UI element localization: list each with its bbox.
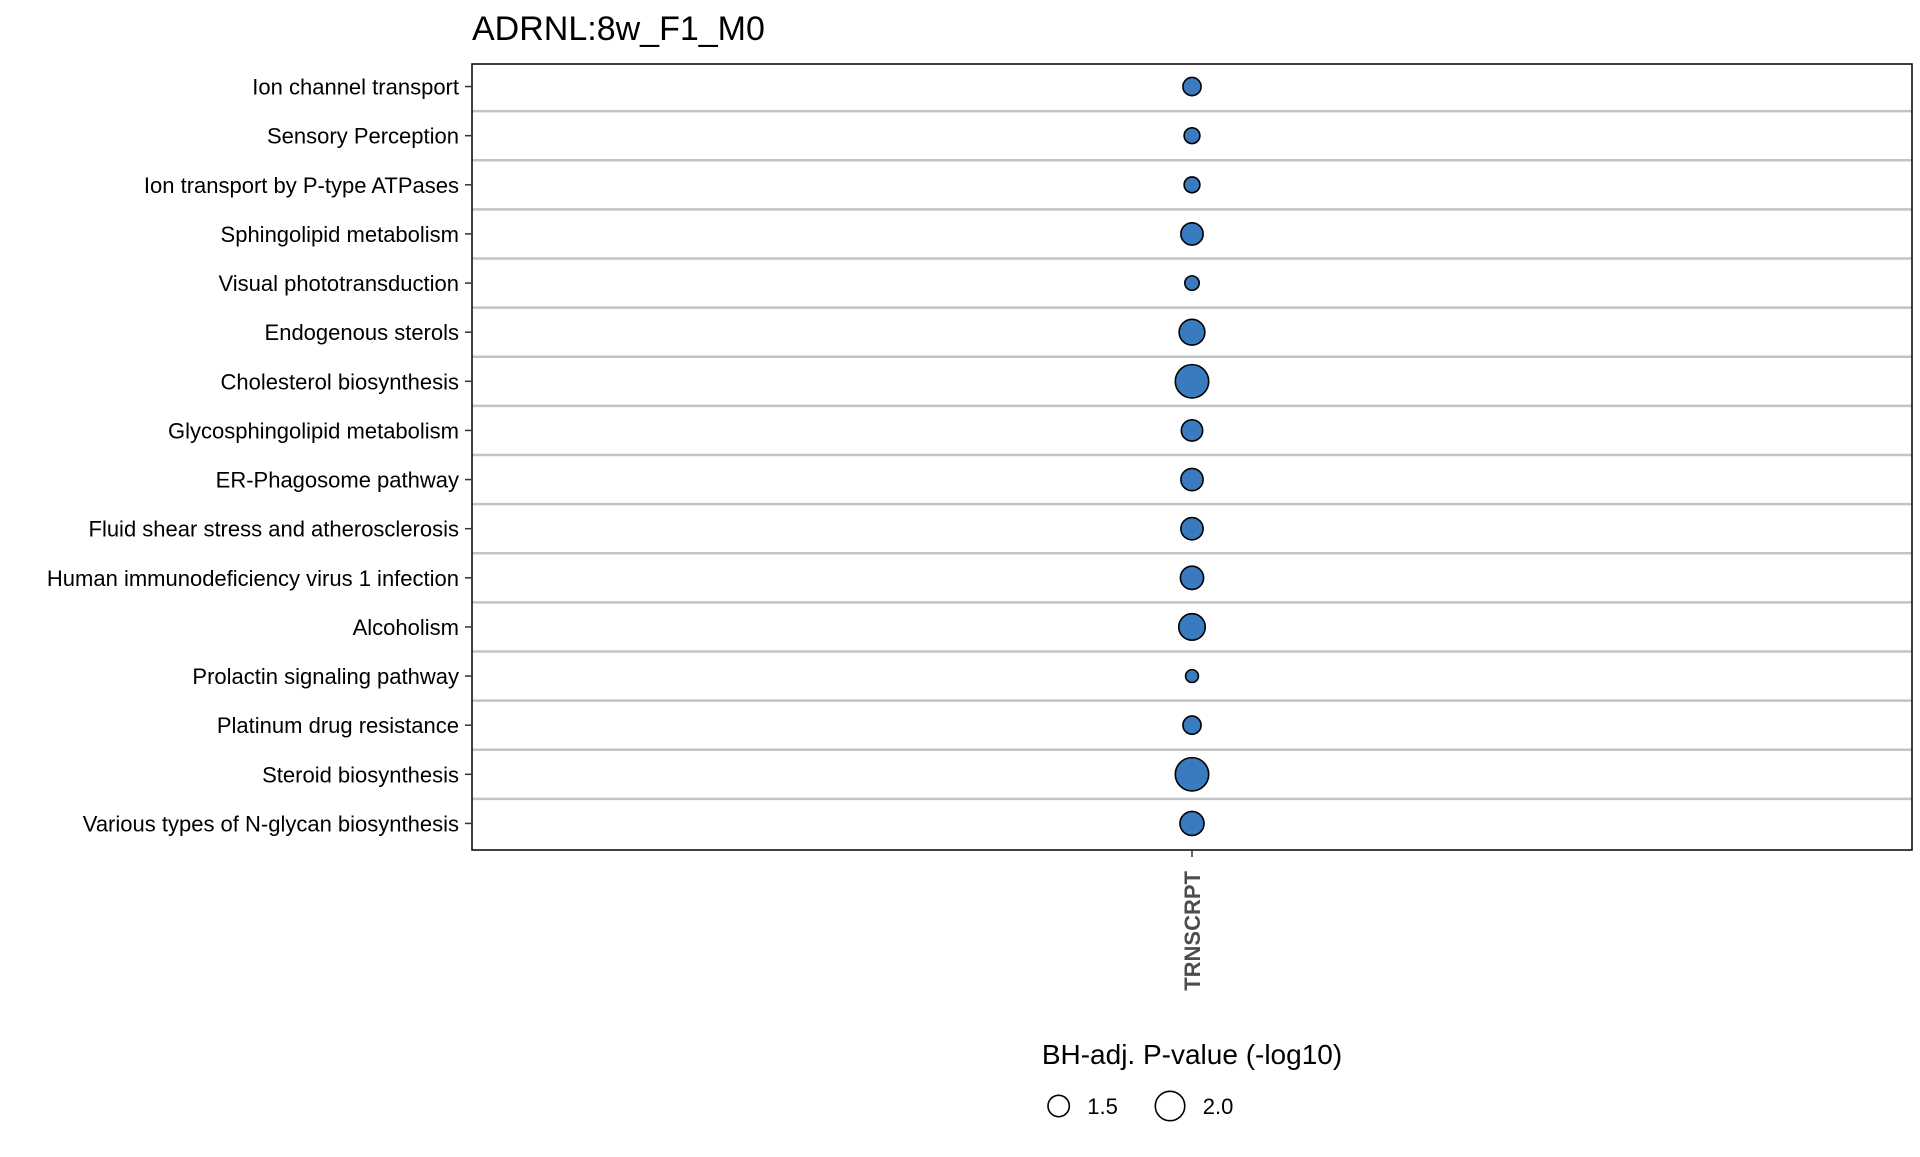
data-point [1180,222,1204,246]
data-point [1180,467,1204,492]
y-tick-label: Alcoholism [353,615,459,640]
data-points [1174,76,1210,837]
y-tick-label: Sensory Perception [267,124,459,149]
y-tick-label: Cholesterol biosynthesis [221,369,459,394]
y-tick-label: Sphingolipid metabolism [221,222,459,247]
legend-key-label: 1.5 [1087,1094,1118,1119]
size-legend: BH-adj. P-value (-log10) 1.5 2.0 [1042,1039,1342,1122]
data-point [1178,318,1206,346]
x-tick-label: TRNSCRPT [1180,870,1205,990]
y-tick-label: ER-Phagosome pathway [216,468,459,493]
data-point [1183,176,1201,194]
y-tick-label: Steroid biosynthesis [262,762,459,787]
data-point [1183,127,1201,145]
y-tick-label: Prolactin signaling pathway [192,664,459,689]
y-tick-label: Human immunodeficiency virus 1 infection [47,566,459,591]
data-point [1180,516,1204,541]
data-point [1179,565,1205,591]
data-point [1179,810,1205,837]
data-point [1174,363,1210,399]
legend-keys: 1.5 2.0 [1047,1090,1234,1122]
legend-key-circle [1047,1094,1071,1118]
y-tick-label: Visual phototransduction [218,271,459,296]
y-tick-label: Endogenous sterols [265,320,459,345]
legend-title: BH-adj. P-value (-log10) [1042,1039,1342,1070]
data-point [1182,76,1202,97]
grid-lines [472,109,1912,801]
data-point [1174,756,1210,792]
x-axis: TRNSCRPT [1180,850,1205,991]
chart-title: ADRNL:8w_F1_M0 [472,10,765,48]
data-point [1184,668,1200,684]
data-point [1180,418,1204,442]
data-point [1177,612,1207,641]
y-tick-label: Fluid shear stress and atherosclerosis [89,517,460,542]
y-tick-label: Various types of N-glycan biosynthesis [83,811,459,836]
legend-key-label: 2.0 [1203,1094,1234,1119]
y-tick-label: Platinum drug resistance [217,713,459,738]
data-point [1184,275,1200,292]
y-tick-label: Ion channel transport [252,75,459,100]
y-tick-label: Ion transport by P-type ATPases [144,173,459,198]
data-point [1182,715,1202,736]
legend-key-circle [1154,1090,1186,1122]
y-tick-label: Glycosphingolipid metabolism [168,418,459,443]
y-axis: Ion channel transport Sensory Perception I… [47,75,472,836]
